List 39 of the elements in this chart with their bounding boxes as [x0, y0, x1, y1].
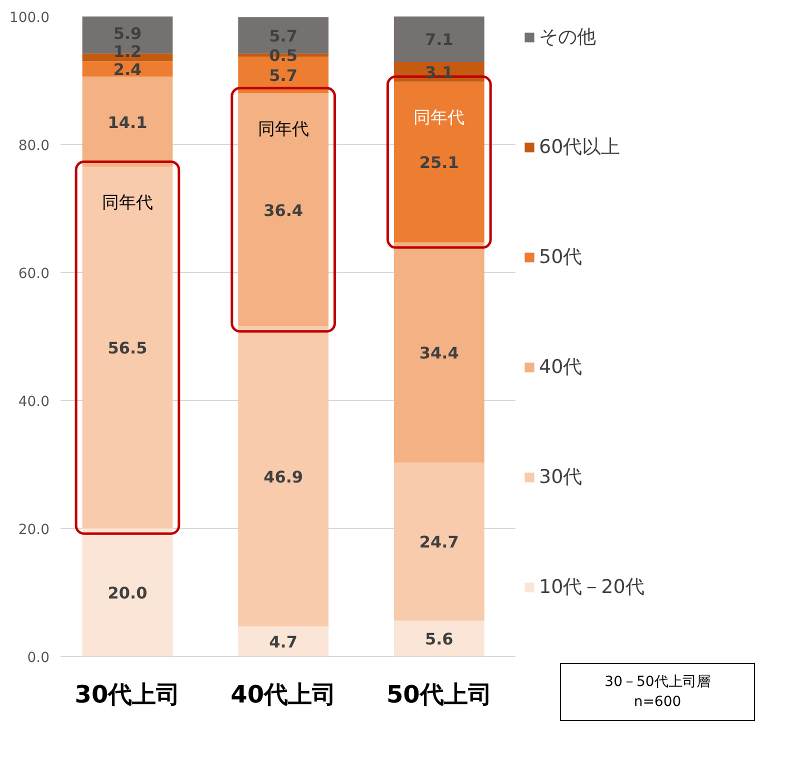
data-label: 4.7 — [269, 632, 298, 652]
data-label: 56.5 — [108, 338, 148, 358]
x-tick-label: 50代上司 — [386, 680, 492, 708]
y-tick-label: 60.0 — [18, 266, 50, 282]
annotation: 同年代 — [414, 108, 465, 128]
bar — [238, 326, 329, 626]
bar — [394, 242, 484, 463]
data-label: 20.0 — [108, 584, 148, 602]
y-tick-label: 80.0 — [18, 138, 50, 154]
data-label: 36.4 — [264, 200, 304, 220]
bar — [394, 620, 484, 656]
legend-label: 30代 — [539, 465, 582, 490]
data-label: 34.4 — [419, 344, 459, 362]
data-label: 5.6 — [424, 630, 454, 649]
bar — [394, 16, 484, 62]
annotation: 同年代 — [258, 119, 309, 140]
data-label: 5.7 — [269, 66, 298, 86]
bar — [238, 626, 329, 656]
data-label: 14.1 — [108, 112, 148, 132]
data-label: 24.7 — [419, 532, 459, 552]
bar — [82, 76, 173, 167]
y-tick-label: 100.0 — [9, 10, 50, 26]
legend-label: 50代 — [539, 245, 582, 270]
x-tick-label: 30代上司 — [74, 680, 180, 708]
legend-label: 10代－20代 — [539, 575, 644, 600]
bar — [82, 528, 173, 656]
data-label: 25.1 — [419, 153, 459, 172]
y-tick-label: 20.0 — [18, 522, 50, 538]
data-label: 2.4 — [113, 60, 142, 79]
y-tick-label: 40.0 — [18, 394, 50, 410]
bar — [394, 462, 484, 621]
annotation: 同年代 — [102, 192, 154, 213]
text: 30－50代上司層 n=600 — [604, 673, 710, 712]
data-label: 46.9 — [264, 467, 304, 486]
x-tick-label: 40代上司 — [230, 680, 336, 708]
legend-label: 40代 — [539, 355, 582, 380]
y-tick-label: 0.0 — [27, 650, 50, 666]
legend-label: 60代以上 — [539, 135, 620, 160]
legend-label: その他 — [539, 25, 596, 50]
